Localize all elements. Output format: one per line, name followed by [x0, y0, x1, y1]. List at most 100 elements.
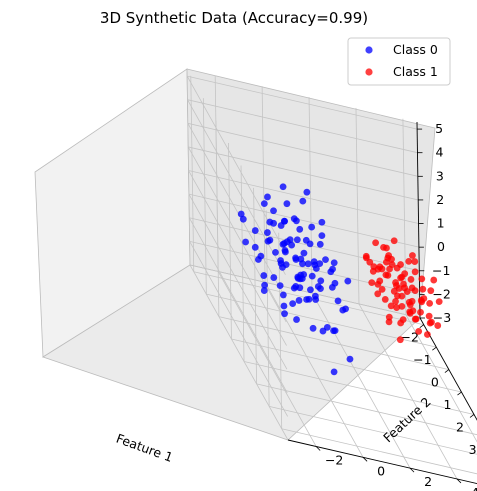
point-class-1 [378, 285, 386, 293]
point-class-1 [384, 271, 392, 279]
x-grid-line [228, 143, 232, 340]
x-grid-line [243, 361, 475, 415]
point-class-0 [270, 207, 277, 215]
y-tick-label: 0 [377, 463, 385, 478]
x-grid-line [253, 187, 257, 384]
y-tick-mark [409, 467, 415, 473]
x-tick-label: 0 [431, 375, 439, 390]
point-class-1 [392, 298, 399, 305]
point-class-0 [260, 272, 268, 279]
point-class-0 [242, 238, 250, 246]
point-class-1 [411, 258, 419, 265]
point-class-1 [434, 322, 442, 329]
x-tick-mark [457, 391, 462, 396]
point-class-0 [264, 193, 271, 201]
point-class-1 [381, 296, 389, 303]
z-tick-label: −3 [433, 310, 451, 325]
point-class-0 [264, 237, 272, 245]
point-class-0 [293, 316, 300, 323]
point-class-1 [411, 287, 419, 295]
point-class-0 [260, 200, 268, 208]
point-class-1 [393, 304, 401, 311]
point-class-0 [261, 281, 268, 289]
point-class-0 [294, 273, 302, 281]
point-class-1 [369, 267, 377, 275]
point-class-1 [427, 287, 435, 295]
x-tick-label: 1 [443, 397, 451, 412]
y-grid-line [261, 86, 266, 283]
z-grid-line [188, 170, 287, 346]
y-tick-label: 4 [471, 485, 477, 491]
point-class-0 [318, 218, 326, 226]
point-class-0 [299, 197, 307, 205]
y-tick-mark [456, 478, 462, 484]
y-axis-label: Feature 2 [380, 394, 434, 445]
point-class-0 [312, 265, 320, 272]
chart-title: 3D Synthetic Data (Accuracy=0.99) [100, 9, 368, 27]
y-grid-line [405, 314, 477, 443]
x-grid-line [240, 165, 245, 362]
x-tick-mark [432, 346, 437, 351]
point-class-1 [430, 276, 438, 284]
x-grid-line [190, 75, 195, 272]
point-class-0 [270, 274, 278, 281]
point-class-0 [272, 248, 279, 256]
point-class-1 [425, 312, 433, 320]
y-axis-line [287, 439, 477, 485]
point-class-0 [281, 246, 289, 254]
point-class-0 [281, 310, 288, 318]
point-class-0 [277, 222, 285, 229]
y-grid-line [358, 303, 458, 480]
legend-entry-class-1: Class 1 [365, 64, 438, 79]
point-class-1 [398, 273, 406, 281]
x-axis-line [419, 317, 477, 421]
legend-entry-class-0: Class 0 [365, 42, 438, 57]
point-class-0 [344, 277, 352, 285]
point-class-0 [322, 256, 329, 264]
point-class-1 [407, 276, 415, 283]
point-class-0 [330, 259, 338, 267]
point-class-0 [279, 291, 287, 299]
point-class-1 [415, 328, 423, 335]
point-class-0 [254, 256, 262, 263]
point-class-1 [406, 301, 414, 309]
point-class-1 [398, 302, 406, 310]
z-tick-label: 3 [436, 168, 444, 183]
point-class-1 [412, 315, 420, 323]
z-axis-line [416, 121, 421, 319]
point-class-1 [392, 279, 399, 286]
z-grid-line [188, 170, 419, 224]
z-tick-label: 2 [436, 192, 444, 207]
x-tick-label: 2 [456, 419, 464, 434]
y-tick-mark [362, 457, 368, 462]
point-class-0 [299, 260, 306, 268]
point-class-1 [418, 298, 426, 306]
z-grid-line [188, 193, 288, 370]
point-class-0 [300, 249, 308, 257]
point-class-1 [380, 243, 387, 251]
point-class-0 [318, 232, 326, 240]
point-class-1 [393, 264, 401, 272]
point-class-0 [316, 260, 324, 268]
point-class-0 [292, 283, 300, 290]
z-grid-line [188, 193, 420, 248]
point-class-0 [251, 243, 259, 251]
point-class-0 [288, 241, 296, 249]
x-grid-line [202, 98, 207, 295]
point-class-1 [387, 302, 395, 310]
point-class-1 [426, 319, 434, 327]
legend-marker-class-0 [365, 46, 373, 54]
point-class-0 [296, 225, 304, 233]
point-class-0 [237, 210, 245, 218]
z-grid-line [189, 264, 421, 319]
axis-lines [287, 121, 477, 485]
point-class-1 [384, 254, 392, 262]
point-class-1 [362, 252, 370, 260]
z-grid-line [189, 217, 420, 272]
point-class-0 [277, 260, 285, 267]
point-class-1 [385, 318, 393, 326]
x-grid-line [269, 405, 477, 455]
point-class-1 [390, 287, 398, 295]
z-grid-line [189, 264, 289, 441]
point-class-1 [417, 308, 424, 316]
